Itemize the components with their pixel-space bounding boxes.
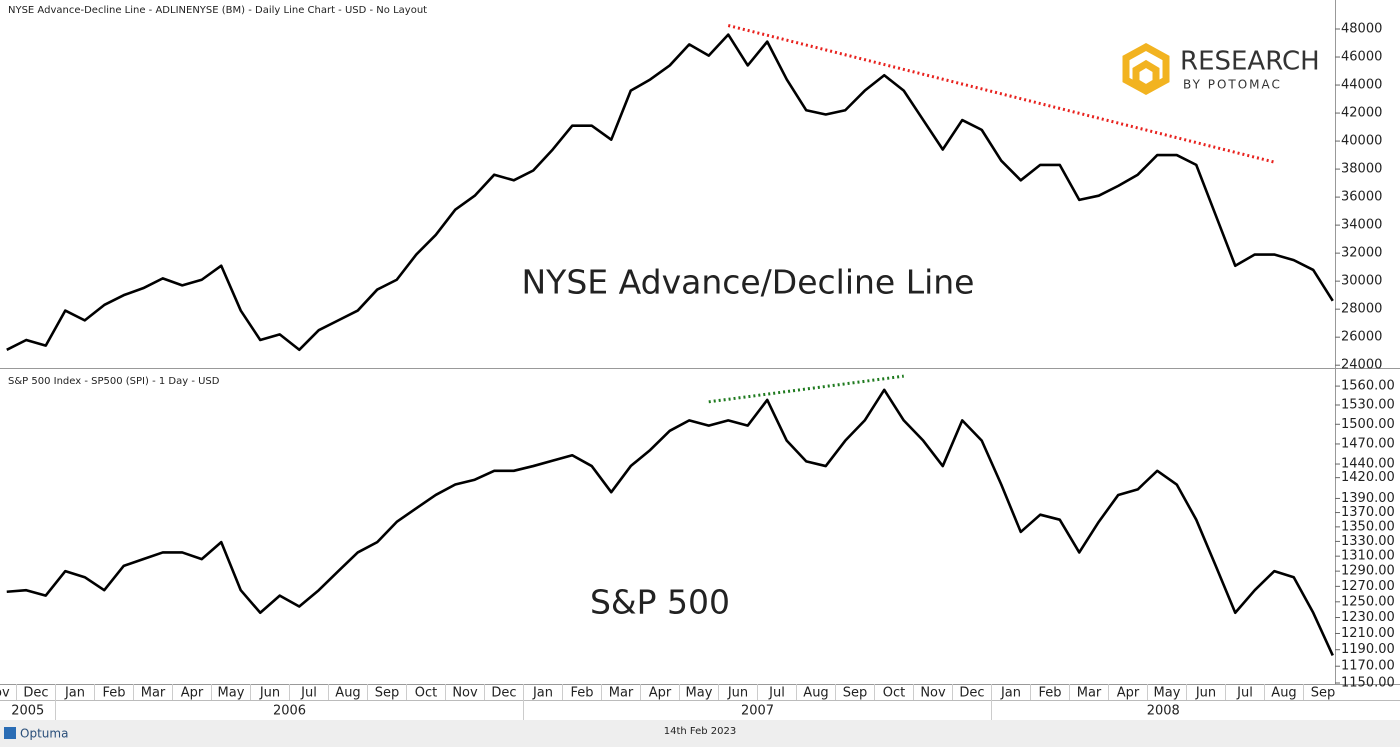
brand-icon: [4, 727, 16, 739]
x-tick-label: Aug: [335, 686, 360, 701]
x-tick-label: Feb: [1038, 686, 1061, 701]
y-tick-label: 1150.00: [1341, 676, 1395, 691]
y-tick-label: 1420.00: [1341, 470, 1395, 485]
x-tick-label: Aug: [1271, 686, 1296, 701]
x-tick-label: Sep: [375, 686, 400, 701]
y-tick-label: 1530.00: [1341, 398, 1395, 413]
x-tick-label: Mar: [609, 686, 634, 701]
x-tick-label: Feb: [570, 686, 593, 701]
y-tick-label: 44000: [1341, 78, 1382, 93]
x-tick-label: Oct: [883, 686, 905, 701]
y-tick-label: 26000: [1341, 330, 1382, 345]
x-tick-label: Aug: [803, 686, 828, 701]
y-tick-label: 34000: [1341, 218, 1382, 233]
y-tick-label: 1170.00: [1341, 659, 1395, 674]
x-tick-label: Sep: [843, 686, 868, 701]
x-tick-label: Jun: [727, 686, 748, 701]
x-tick-label: Nov: [452, 686, 478, 701]
y-tick-label: 48000: [1341, 22, 1382, 37]
x-tick-label: May: [686, 686, 713, 701]
y-tick-label: 1370.00: [1341, 505, 1395, 520]
y-tick-label: 1470.00: [1341, 436, 1395, 451]
y-tick-label: 42000: [1341, 106, 1382, 121]
y-tick-label: 40000: [1341, 134, 1382, 149]
x-tick-label: Apr: [649, 686, 672, 701]
x-tick-label: Jul: [768, 686, 785, 701]
y-tick-label: 1440.00: [1341, 457, 1395, 472]
y-tick-label: 1560.00: [1341, 379, 1395, 394]
y-tick-label: 36000: [1341, 190, 1382, 205]
x-tick-label: Dec: [23, 686, 48, 701]
data-line: [6, 388, 1334, 656]
y-tick-label: 46000: [1341, 50, 1382, 65]
x-tick-label: Jan: [1000, 686, 1021, 701]
x-tick-label: Jan: [532, 686, 553, 701]
x-tick-label: Feb: [102, 686, 125, 701]
x-tick-label: Jul: [1236, 686, 1253, 701]
panel-header: S&P 500 Index - SP500 (SPI) - 1 Day - US…: [8, 376, 220, 387]
x-tick-label: Jun: [259, 686, 280, 701]
y-tick-label: 1290.00: [1341, 564, 1395, 579]
x-tick-label: Oct: [415, 686, 437, 701]
annotation: S&P 500: [590, 583, 730, 622]
x-tick-label: Sep: [1311, 686, 1336, 701]
x-tick-label: Nov: [920, 686, 946, 701]
x-tick-label: Apr: [1117, 686, 1140, 701]
y-tick-label: 1230.00: [1341, 610, 1395, 625]
y-tick-label: 24000: [1341, 358, 1382, 373]
y-tick-label: 1310.00: [1341, 549, 1395, 564]
y-tick-label: 38000: [1341, 162, 1382, 177]
y-tick-label: 1270.00: [1341, 579, 1395, 594]
footer-bar: [0, 720, 1400, 747]
year-label: 2005: [11, 704, 44, 719]
y-tick-label: 1210.00: [1341, 626, 1395, 641]
x-tick-label: Jun: [1195, 686, 1216, 701]
year-label: 2006: [273, 704, 306, 719]
y-tick-label: 30000: [1341, 274, 1382, 289]
y-tick-label: 1330.00: [1341, 534, 1395, 549]
y-tick-label: 1390.00: [1341, 491, 1395, 506]
y-tick-label: 1350.00: [1341, 519, 1395, 534]
x-tick-label: Mar: [1077, 686, 1102, 701]
logo-subtitle: BY POTOMAC: [1183, 78, 1282, 92]
annotation: NYSE Advance/Decline Line: [522, 263, 975, 302]
logo-icon: [1122, 43, 1170, 95]
year-label: 2008: [1147, 704, 1180, 719]
x-tick-label: Jul: [300, 686, 317, 701]
x-tick-label: Jan: [64, 686, 85, 701]
logo-title: RESEARCH: [1180, 47, 1320, 77]
y-tick-label: 32000: [1341, 246, 1382, 261]
year-label: 2007: [741, 704, 774, 719]
y-tick-label: 1250.00: [1341, 594, 1395, 609]
y-tick-label: 1190.00: [1341, 642, 1395, 657]
x-tick-label: Apr: [181, 686, 204, 701]
x-tick-label: May: [218, 686, 245, 701]
x-tick-label: Dec: [491, 686, 516, 701]
panel-header: NYSE Advance-Decline Line - ADLINENYSE (…: [8, 5, 427, 16]
y-tick-label: 1500.00: [1341, 417, 1395, 432]
trend-line: [727, 24, 1275, 164]
x-tick-label: Dec: [959, 686, 984, 701]
data-line: [6, 33, 1334, 352]
x-tick-label: Nov: [0, 686, 10, 701]
footer-brand: Optuma: [20, 727, 68, 741]
x-tick-label: Mar: [141, 686, 166, 701]
y-tick-label: 28000: [1341, 302, 1382, 317]
x-tick-label: May: [1154, 686, 1181, 701]
footer-date: 14th Feb 2023: [664, 726, 737, 737]
